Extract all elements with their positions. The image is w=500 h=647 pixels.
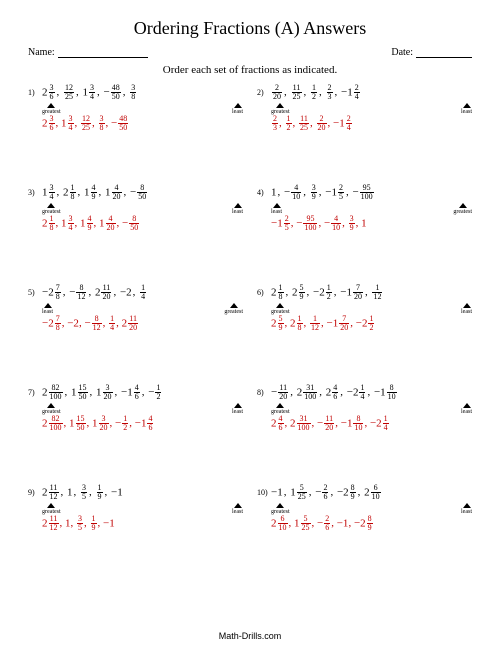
problem: 1)236, 1225, 134, −4850, 38greatestleast… — [28, 84, 243, 172]
problem: 2)220, 1125, 12, 23, −124greatestleast23… — [257, 84, 472, 172]
problem: 5)−278, −812, 21120, −2, 14leastgreatest… — [28, 284, 243, 372]
date-blank[interactable] — [416, 47, 472, 58]
footer: Math-Drills.com — [0, 631, 500, 641]
worksheet-page: Ordering Fractions (A) Answers Name: Dat… — [0, 0, 500, 647]
name-label: Name: — [28, 47, 55, 58]
problem: 3)134, 218, 149, 1420, −850greatestleast… — [28, 184, 243, 272]
problem: 9)21112, 1, 35, 19, −1greatestleast21112… — [28, 484, 243, 572]
name-field: Name: — [28, 47, 148, 58]
date-field: Date: — [391, 47, 472, 58]
problem: 6)218, 259, −212, −1720, 112greatestleas… — [257, 284, 472, 372]
name-blank[interactable] — [58, 47, 148, 58]
header-row: Name: Date: — [28, 47, 472, 58]
problems-grid: 1)236, 1225, 134, −4850, 38greatestleast… — [28, 84, 472, 572]
page-title: Ordering Fractions (A) Answers — [28, 18, 472, 39]
problem: 4)1, −410, 39, −125, −95100leastgreatest… — [257, 184, 472, 272]
instruction: Order each set of fractions as indicated… — [28, 64, 472, 76]
problem: 8)−1120, 231100, 246, −214, −1810greates… — [257, 384, 472, 472]
problem: 10)−1, 1525, −26, −289, 2610greatestleas… — [257, 484, 472, 572]
problem: 7)282100, 11550, 1320, −146, −12greatest… — [28, 384, 243, 472]
date-label: Date: — [391, 47, 413, 58]
